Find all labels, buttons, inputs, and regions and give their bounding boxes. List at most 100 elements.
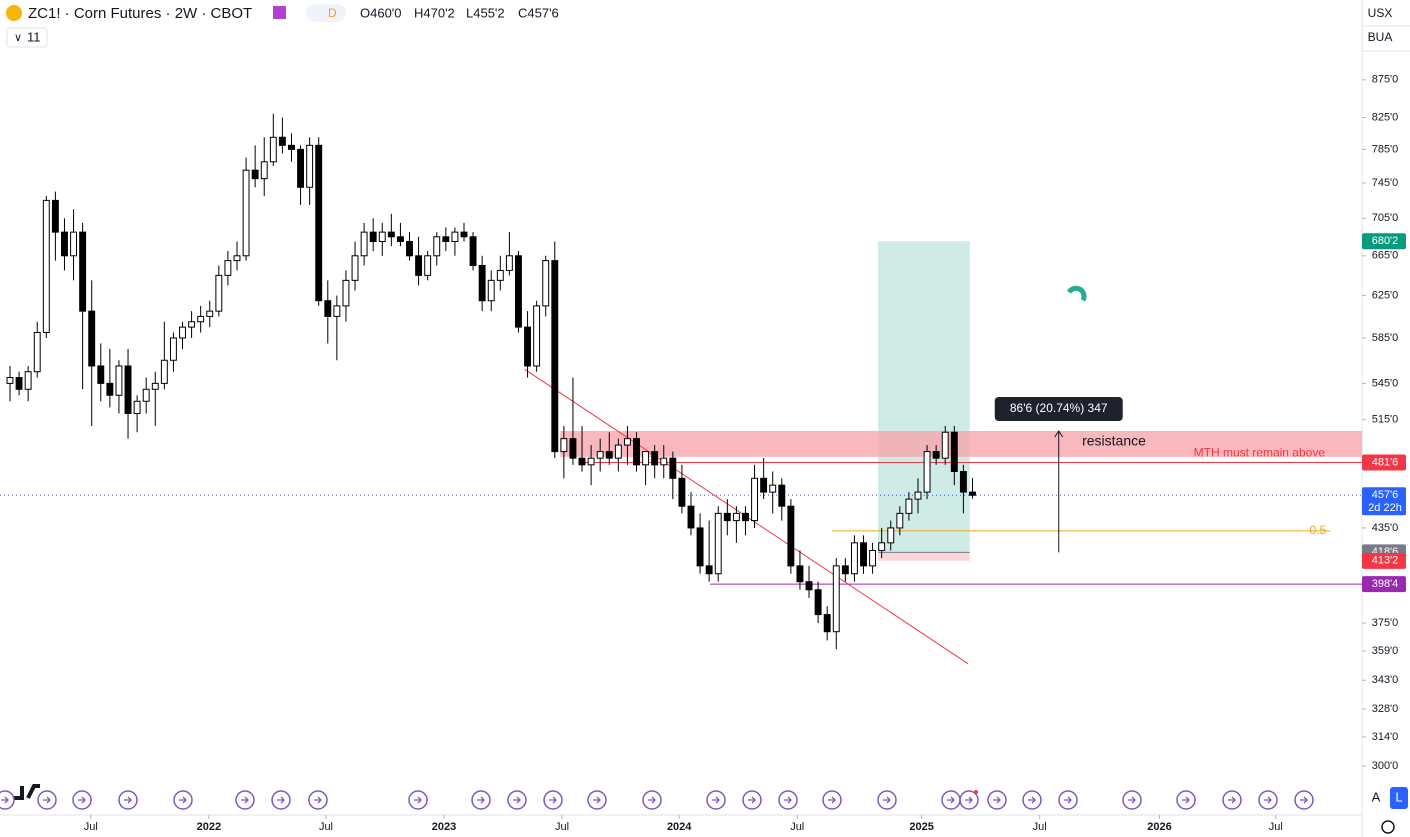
x-tick-label: Jul	[555, 821, 569, 833]
candle-body	[333, 305, 341, 317]
price-tag-label: 413'2	[1372, 555, 1399, 567]
x-tick-label: Jul	[319, 821, 333, 833]
y-tick-label: 375'0	[1372, 617, 1399, 629]
resistance-label: resistance	[1082, 433, 1146, 449]
candle-body	[723, 512, 731, 522]
candle-body	[215, 274, 223, 312]
chevron: ∨	[14, 32, 22, 44]
y-tick-label: 705'0	[1372, 212, 1399, 224]
candle-body	[115, 365, 123, 396]
event-icon-arrow	[1300, 796, 1308, 804]
candle-body	[533, 305, 541, 367]
y-tick-label: 825'0	[1372, 111, 1399, 123]
candle-body	[796, 565, 804, 583]
position-profit	[878, 241, 970, 553]
candle-body	[251, 169, 259, 180]
auto-scale-button[interactable]: A	[1372, 789, 1381, 804]
candle-body	[288, 144, 295, 150]
candle-body	[832, 565, 840, 633]
candle-body	[442, 236, 450, 242]
y-tick-label: 785'0	[1372, 143, 1399, 155]
event-icon-arrow	[78, 796, 86, 804]
y-tick-label: 314'0	[1372, 731, 1399, 743]
candle-body	[342, 279, 350, 307]
candle-body	[478, 264, 486, 302]
position-loss	[878, 552, 970, 561]
candle-body	[151, 382, 159, 390]
candle-body	[15, 377, 23, 390]
candle-body	[24, 371, 32, 390]
event-icon-arrow	[124, 796, 132, 804]
candle-body	[197, 315, 205, 323]
y-tick-label: 435'0	[1372, 522, 1399, 534]
candle-body	[70, 231, 77, 257]
candle-body	[433, 236, 441, 257]
indicator-toggle[interactable]	[6, 27, 48, 48]
settings-icon[interactable]	[1381, 820, 1395, 834]
candle-body	[714, 512, 722, 575]
candle-body	[969, 491, 976, 496]
resistance-zone	[560, 430, 1362, 457]
price-tag	[1362, 454, 1406, 471]
y-tick-label: 745'0	[1372, 177, 1399, 189]
candle-body	[869, 549, 877, 567]
currency-control[interactable]: USX	[1368, 6, 1393, 20]
candle-body	[914, 491, 922, 500]
event-icon-arrow	[513, 796, 521, 804]
candle-body	[787, 505, 795, 567]
symbol-title: ZC1! · Corn Futures · 2W · CBOT	[28, 5, 252, 22]
candle-body	[451, 231, 459, 242]
x-tick-label: 2025	[909, 821, 933, 833]
candle-body	[469, 236, 477, 266]
x-tick-label: 2026	[1147, 821, 1171, 833]
candle-body	[179, 326, 186, 339]
candle-body	[460, 231, 468, 238]
candle-body	[51, 199, 59, 233]
candle-body	[515, 255, 522, 328]
candle-body	[324, 300, 332, 317]
event-icon-arrow	[1028, 796, 1036, 804]
candle-body	[233, 255, 241, 262]
candle-body	[315, 144, 323, 302]
event-icon-arrow	[1128, 796, 1136, 804]
y-tick-label: 875'0	[1372, 74, 1399, 86]
candle-body	[560, 438, 568, 453]
event-icon-arrow	[593, 796, 601, 804]
candle-body	[551, 260, 559, 453]
x-tick-label: Jul	[1269, 821, 1283, 833]
unit-control[interactable]: BUA	[1368, 30, 1393, 44]
price-tag-label: 481'6	[1372, 456, 1399, 468]
overlay: ZC1! · Corn Futures · 2W · CBOT D O460'0…	[0, 4, 1410, 834]
candle-body	[614, 444, 622, 459]
event-icon-arrow	[712, 796, 720, 804]
candle-body	[950, 431, 958, 473]
candle-body	[941, 431, 949, 459]
log-button-bg[interactable]	[1390, 787, 1408, 809]
x-tick-label: Jul	[84, 821, 98, 833]
price-tag-label: 457'6	[1372, 489, 1399, 501]
event-icon-arrow	[549, 796, 557, 804]
candle-body	[79, 231, 87, 312]
price-tag	[1362, 487, 1406, 516]
candle-body	[596, 451, 604, 459]
event-icon-arrow	[1264, 796, 1272, 804]
event-icon-arrow	[43, 796, 51, 804]
candle-body	[623, 438, 631, 446]
candle-body	[6, 377, 14, 384]
candle-body	[487, 279, 495, 302]
log-scale-button[interactable]: L	[1395, 789, 1402, 804]
x-tick-label: 2023	[432, 821, 456, 833]
ohlc-open: O460'0	[360, 5, 402, 20]
candle-body	[605, 451, 613, 459]
event-icon-arrow	[993, 796, 1001, 804]
candle-body	[505, 255, 513, 271]
candle-body	[42, 199, 50, 334]
flag	[273, 6, 286, 19]
candle-body	[269, 136, 277, 163]
candle-body	[959, 471, 967, 493]
event-icon-arrow	[828, 796, 836, 804]
y-tick-label: 515'0	[1372, 414, 1399, 426]
event-icon-arrow	[748, 796, 756, 804]
event-icon-arrow	[947, 796, 955, 804]
